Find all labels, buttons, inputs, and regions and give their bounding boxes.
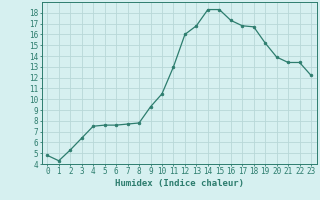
X-axis label: Humidex (Indice chaleur): Humidex (Indice chaleur) bbox=[115, 179, 244, 188]
